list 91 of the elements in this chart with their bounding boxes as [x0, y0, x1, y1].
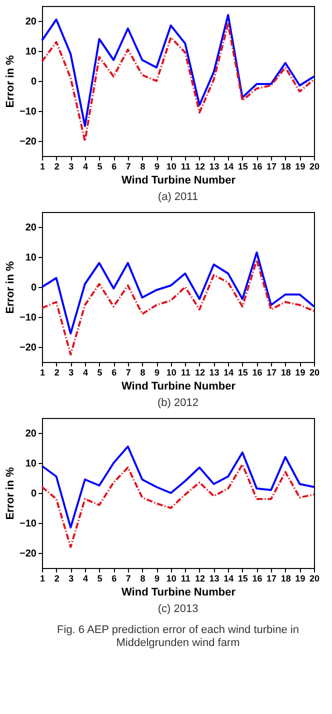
x-tick-label: 15	[238, 368, 248, 378]
x-tick-label: 1	[40, 574, 46, 584]
y-tick-label: 10	[25, 252, 37, 264]
x-tick-label: 2	[54, 368, 60, 378]
x-tick-label: 4	[82, 162, 88, 172]
x-axis-title: Wind Turbine Number	[122, 380, 236, 392]
x-tick-label: 12	[194, 368, 205, 378]
x-tick-label: 13	[209, 368, 220, 378]
x-tick-label: 17	[266, 162, 277, 172]
x-tick-label: 4	[82, 368, 88, 378]
y-tick-label: 0	[30, 488, 37, 500]
text: (c) 2013	[158, 603, 198, 615]
y-tick-label: −20	[20, 136, 37, 148]
x-tick-label: 2	[54, 574, 60, 584]
x-tick-label: 7	[126, 162, 131, 172]
x-tick-label: 14	[224, 368, 234, 378]
x-tick-label: 16	[252, 162, 262, 172]
y-tick-label: 10	[25, 458, 37, 470]
x-tick-label: 3	[68, 162, 74, 172]
x-tick-label: 20	[309, 162, 320, 172]
y-axis-title: Error in %	[4, 261, 17, 314]
y-tick-label: −20	[20, 342, 37, 354]
x-tick-label: 13	[209, 574, 220, 584]
x-tick-label: 1	[40, 368, 46, 378]
x-tick-label: 11	[180, 574, 190, 584]
y-tick-label: −10	[20, 518, 37, 530]
x-tick-label: 4	[82, 574, 88, 584]
x-tick-label: 14	[224, 162, 234, 172]
x-tick-label: 15	[238, 162, 248, 172]
x-tick-label: 16	[252, 574, 262, 584]
x-tick-label: 20	[309, 368, 320, 378]
x-tick-label: 19	[295, 574, 306, 584]
x-tick-label: 9	[154, 574, 160, 584]
x-tick-label: 2	[54, 162, 60, 172]
x-tick-label: 3	[68, 574, 74, 584]
line-series	[41, 259, 315, 356]
text: (a) 2011	[158, 191, 198, 203]
x-tick-label: 20	[309, 574, 320, 584]
x-tick-label: 8	[140, 162, 146, 172]
y-tick-label: 0	[30, 282, 37, 294]
x-tick-label: 15	[238, 574, 248, 584]
x-tick-label: 18	[280, 574, 291, 584]
x-tick-label: 14	[224, 574, 234, 584]
x-tick-label: 12	[194, 574, 205, 584]
x-tick-label: 16	[252, 368, 262, 378]
line-series	[41, 446, 315, 528]
x-tick-label: 18	[280, 368, 291, 378]
line-series	[41, 464, 315, 548]
text: (b) 2012	[158, 397, 198, 409]
x-tick-label: 11	[180, 368, 190, 378]
line-series	[41, 14, 315, 127]
y-tick-label: 0	[30, 76, 37, 88]
y-tick-label: 10	[25, 46, 37, 58]
caption: Fig. 6 AEP prediction error of each wind turbine in Middelgrunden wind farm	[57, 624, 299, 649]
x-tick-label: 6	[112, 368, 117, 378]
x-tick-label: 17	[266, 368, 277, 378]
x-tick-label: 5	[97, 368, 102, 378]
x-tick-label: 6	[112, 574, 117, 584]
x-tick-label: 13	[209, 162, 220, 172]
y-axis-title: Error in %	[4, 55, 17, 108]
x-tick-label: 5	[97, 574, 102, 584]
y-tick-label: 20	[25, 428, 37, 440]
line-series	[41, 23, 315, 142]
x-tick-label: 9	[154, 368, 160, 378]
x-tick-label: 10	[166, 368, 176, 378]
x-axis-title: Wind Turbine Number	[122, 586, 236, 598]
x-tick-label: 7	[126, 574, 131, 584]
x-tick-label: 8	[140, 574, 146, 584]
x-tick-label: 10	[166, 574, 176, 584]
y-tick-label: −10	[20, 106, 37, 118]
x-tick-label: 3	[68, 368, 74, 378]
x-tick-label: 18	[280, 162, 291, 172]
x-tick-label: 5	[97, 162, 102, 172]
line-series	[41, 252, 315, 334]
y-tick-label: 20	[25, 16, 37, 28]
x-tick-label: 19	[295, 162, 306, 172]
x-tick-label: 6	[112, 162, 117, 172]
x-tick-label: 7	[126, 368, 131, 378]
x-tick-label: 12	[194, 162, 205, 172]
x-tick-label: 9	[154, 162, 160, 172]
x-tick-label: 8	[140, 368, 146, 378]
x-tick-label: 17	[266, 574, 277, 584]
x-tick-label: 11	[180, 162, 190, 172]
y-tick-label: −10	[20, 312, 37, 324]
x-axis-title: Wind Turbine Number	[122, 174, 236, 186]
x-tick-label: 19	[295, 368, 306, 378]
x-tick-label: 1	[40, 162, 46, 172]
y-tick-label: 20	[25, 222, 37, 234]
y-axis-title: Error in %	[4, 467, 17, 520]
y-tick-label: −20	[20, 548, 37, 560]
x-tick-label: 10	[166, 162, 176, 172]
